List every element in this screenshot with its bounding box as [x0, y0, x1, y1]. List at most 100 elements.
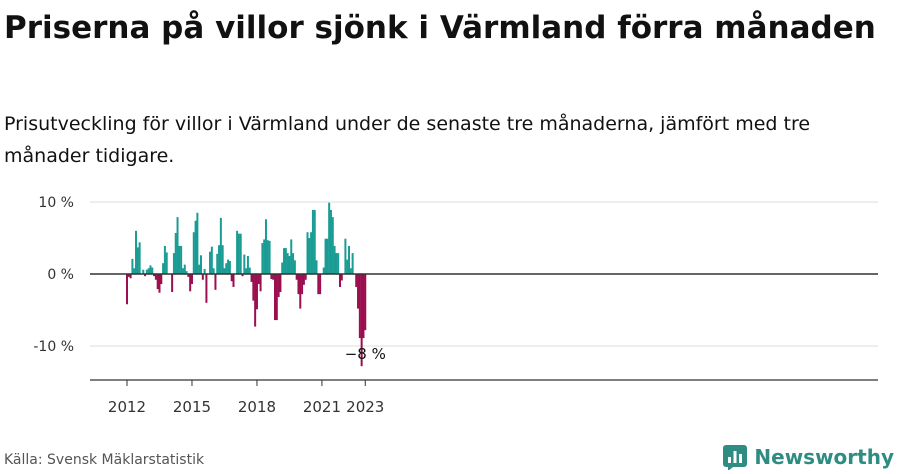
chart-bar: [331, 217, 334, 274]
chart-bar: [158, 274, 161, 293]
chart-bar: [344, 238, 347, 274]
chart-bar: [214, 274, 217, 290]
chart-bar: [243, 254, 246, 274]
chart-bar: [264, 219, 267, 274]
brand-logo[interactable]: Newsworthy: [722, 442, 894, 472]
chart-bar: [171, 274, 174, 292]
chart-bar: [201, 274, 204, 280]
chart-bar: [236, 230, 239, 274]
chart-bar: [297, 274, 300, 295]
chart-bar: [136, 247, 139, 274]
y-tick-label: 10 %: [38, 195, 74, 211]
bar-chart: 10 % 0 % -10 % 2012 2015 2018 2021 2023 −8 %: [33, 195, 878, 416]
chart-bar: [156, 274, 159, 290]
chart-bar: [230, 274, 233, 282]
chart-bar: [338, 274, 341, 287]
annotation-label: −8 %: [345, 345, 386, 363]
brand-name: Newsworthy: [754, 445, 894, 469]
chart-bar: [272, 274, 275, 280]
chart-bar: [319, 274, 322, 295]
chart-bar: [255, 274, 258, 310]
chart-bar: [310, 232, 313, 274]
y-tick-label: 0 %: [47, 267, 74, 283]
chart-bar: [275, 274, 278, 321]
chart-bar: [283, 248, 286, 274]
chart-bar: [183, 264, 186, 274]
chart-bar: [266, 240, 269, 274]
chart-bar: [295, 274, 298, 280]
chart-bar: [315, 260, 318, 274]
chart-bar: [190, 274, 193, 285]
chart-bar: [250, 274, 253, 282]
x-tick-label: 2018: [238, 398, 276, 416]
chart-bar: [145, 269, 148, 274]
chart-bar: [163, 245, 166, 274]
chart-bar: [257, 274, 260, 285]
chart-bar: [180, 245, 183, 274]
chart-bar: [277, 274, 280, 298]
chart-bar: [313, 209, 316, 274]
chart-bar: [317, 274, 320, 295]
chart-bar: [308, 238, 311, 274]
chart-bar: [248, 267, 251, 274]
chart-bar: [322, 267, 325, 274]
chart-bar: [274, 274, 277, 321]
chart-bar: [333, 245, 336, 274]
chart-bar: [135, 230, 138, 274]
chart-bar: [178, 245, 181, 274]
chart-bar: [324, 238, 327, 274]
chart-bar: [362, 274, 365, 339]
chart-bar: [346, 259, 349, 274]
chart-bar: [219, 217, 222, 274]
chart-bar: [200, 255, 203, 274]
chart-bar: [127, 274, 130, 277]
chart-bar: [288, 256, 291, 274]
chart-bar: [131, 258, 134, 274]
chart-bar: [129, 274, 132, 279]
chart-bar: [311, 209, 314, 274]
chart-bar: [154, 274, 157, 280]
chart-bar: [337, 253, 340, 274]
chart-bar: [160, 274, 163, 285]
chart-bar: [349, 268, 352, 274]
chart-bar: [281, 262, 284, 274]
chart-bar: [176, 217, 179, 274]
chart-bar: [192, 232, 195, 274]
chart-bar: [126, 274, 128, 305]
chart-bar: [203, 268, 206, 274]
chart-bar: [329, 209, 332, 274]
chart-bar: [218, 245, 221, 274]
chart-bar: [133, 268, 136, 274]
chart-bar: [151, 267, 154, 274]
chart-bar: [241, 274, 244, 277]
chart-bar: [252, 274, 255, 301]
chart-bar: [263, 239, 266, 274]
chart-bar: [261, 243, 264, 274]
chart-bar: [259, 274, 262, 292]
chart-bar: [348, 245, 351, 274]
chart-bar: [185, 271, 188, 274]
chart-bar: [142, 269, 145, 274]
chart-bar: [216, 253, 219, 274]
x-tick-label: 2012: [108, 398, 146, 416]
chart-bar: [284, 248, 287, 274]
source-note: Källa: Svensk Mäklarstatistik: [4, 452, 205, 468]
x-tick-label: 2023: [346, 398, 384, 416]
chart-bar: [292, 253, 295, 274]
chart-bar: [302, 274, 305, 285]
chart-bar: [270, 274, 273, 280]
chart-bar: [239, 233, 242, 274]
chart-bar: [138, 242, 141, 274]
y-tick-label: -10 %: [33, 339, 74, 355]
chart-bar: [172, 253, 175, 274]
chart-bar: [221, 245, 224, 274]
chart-bar: [355, 274, 358, 287]
chart-bar: [335, 253, 338, 274]
x-tick-label: 2015: [173, 398, 211, 416]
chart-bar: [232, 274, 235, 287]
chart-bar: [196, 212, 199, 274]
chart-bar: [245, 268, 248, 274]
chart-subtitle: Prisutveckling för villor i Värmland und…: [4, 113, 811, 167]
chart-bar: [162, 263, 165, 274]
chart-bar: [228, 261, 231, 274]
